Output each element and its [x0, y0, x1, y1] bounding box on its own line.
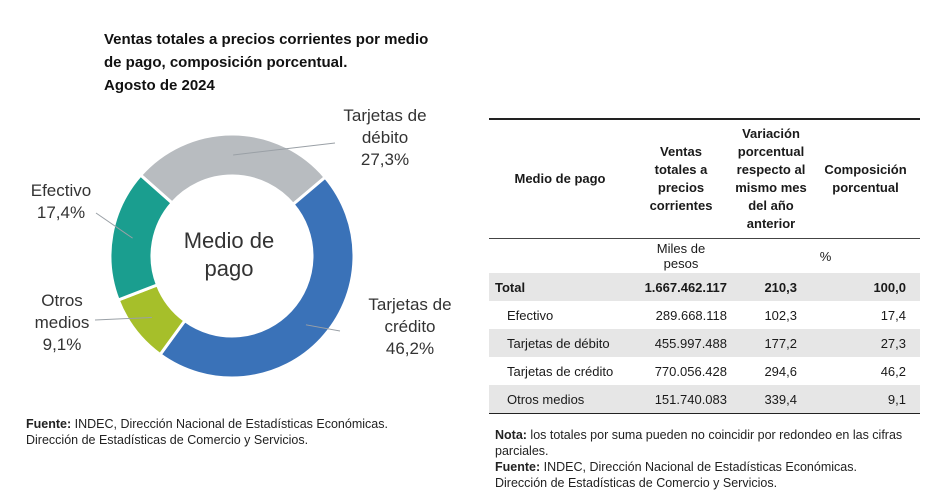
table-row: Efectivo 289.668.118 102,3 17,4: [489, 301, 920, 329]
donut-chart: Medio de pago Tarjetas de débito 27,3% Tarj…: [31, 106, 452, 380]
row-variation: 177,2: [764, 335, 797, 351]
fuente-label: Fuente:: [495, 460, 541, 474]
center-label-line1: Medio de: [184, 228, 275, 253]
slice-label-value-label: 27,3%: [361, 150, 409, 169]
slice-label-name-line2: medios: [35, 313, 90, 332]
row-label: Tarjetas de crédito: [507, 363, 614, 379]
data-table: Medio de pago Ventas totales a precios c…: [489, 118, 920, 414]
fuente-line1: INDEC, Dirección Nacional de Estadística…: [540, 460, 857, 474]
fuente-line2: Dirección de Estadísticas de Comercio y …: [495, 476, 778, 490]
nota-text: los totales por suma pueden no coincidir…: [495, 428, 903, 458]
header-composicion: Composición porcentual: [824, 162, 907, 195]
row-sales: 151.740.083: [654, 391, 727, 407]
chart-title-line1: Ventas totales a precios corrientes por …: [104, 31, 429, 48]
table-notes: Nota: los totales por suma pueden no coi…: [495, 427, 935, 491]
header-medio-de-pago: Medio de pago: [514, 171, 606, 186]
nota-label: Nota:: [495, 428, 527, 442]
slice-label-value-label: 17,4%: [37, 203, 85, 222]
slice-label-name-line1: Otros: [41, 291, 83, 310]
slice-label-name-line1: Tarjetas de: [343, 106, 426, 125]
slice-label-value-label: 46,2%: [386, 339, 434, 358]
row-sales: 289.668.118: [655, 307, 727, 323]
chart-source-line1: INDEC, Dirección Nacional de Estadística…: [71, 417, 388, 431]
row-variation: 339,4: [764, 391, 797, 407]
row-variation: 210,3: [764, 279, 797, 295]
row-label: Tarjetas de débito: [507, 335, 610, 351]
row-share: 17,4: [880, 307, 906, 323]
row-sales: 455.997.488: [654, 335, 727, 351]
row-share: 100,0: [873, 279, 906, 295]
row-share: 46,2: [880, 363, 906, 379]
center-label-line2: pago: [205, 256, 254, 281]
row-label: Otros medios: [507, 391, 585, 407]
leader-line: [94, 317, 152, 321]
row-label: Total: [495, 279, 526, 295]
header-ventas-totales: Ventas totales a precios corrientes: [649, 144, 713, 213]
donut-slice: [158, 175, 356, 380]
chart-source-label: Fuente:: [26, 417, 72, 431]
table-row: Total 1.667.462.117 210,3 100,0: [489, 273, 920, 301]
donut-slice: [108, 173, 175, 302]
row-share: 27,3: [880, 335, 906, 351]
row-sales: 1.667.462.117: [644, 279, 727, 295]
table-units-row: Miles de pesos %: [489, 239, 920, 273]
table-header-row: Medio de pago Ventas totales a precios c…: [489, 120, 920, 238]
table-row: Tarjetas de débito 455.997.488 177,2 27,3: [489, 329, 920, 357]
row-sales: 770.056.428: [654, 363, 727, 379]
table-row: Otros medios 151.740.083 339,4 9,1: [489, 385, 920, 413]
units-percent: %: [819, 248, 832, 264]
units-miles-de-pesos: Miles de pesos: [656, 241, 706, 271]
chart-title: Ventas totales a precios corrientes por …: [104, 28, 464, 97]
chart-title-line2: de pago, composición porcentual.: [104, 54, 348, 71]
row-variation: 294,6: [764, 363, 797, 379]
header-variacion: Variación porcentual respecto al mismo m…: [735, 126, 807, 231]
slice-label-name-line1: Tarjetas de: [368, 295, 451, 314]
leader-line: [95, 212, 133, 239]
row-label: Efectivo: [507, 307, 554, 323]
slice-label-name-line1: Efectivo: [31, 181, 91, 200]
slice-label-name-line2: débito: [362, 128, 408, 147]
chart-source: Fuente: INDEC, Dirección Nacional de Est…: [26, 416, 466, 448]
slice-label-name-line2: crédito: [384, 317, 435, 336]
row-variation: 102,3: [764, 307, 797, 323]
leader-line: [233, 142, 336, 156]
chart-source-line2: Dirección de Estadísticas de Comercio y …: [26, 433, 309, 447]
chart-title-line3: Agosto de 2024: [104, 77, 215, 94]
slice-label-value-label: 9,1%: [43, 335, 82, 354]
row-share: 9,1: [887, 391, 906, 407]
table-row: Tarjetas de crédito 770.056.428 294,6 46,2: [489, 357, 920, 385]
donut-slice: [138, 132, 328, 207]
leader-line: [305, 324, 341, 332]
